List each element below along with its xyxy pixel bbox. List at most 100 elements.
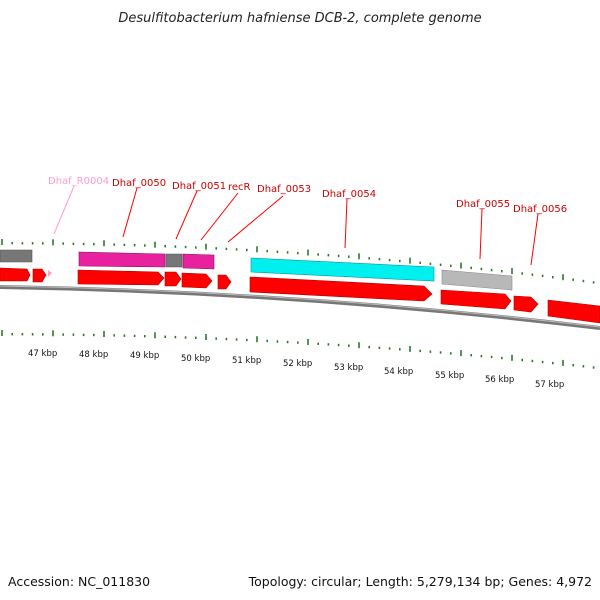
inner-tick (552, 361, 554, 365)
inner-tick (572, 364, 574, 367)
outer-tick (317, 253, 319, 256)
cds-arrow-1 (0, 267, 31, 282)
scale-label-57kbp: 57 kbp (535, 380, 564, 390)
outer-tick (286, 251, 289, 254)
outer-tick (541, 274, 544, 278)
cds-arrow-right-edge (547, 299, 600, 324)
inner-tick (521, 358, 523, 362)
inner-tick (164, 335, 166, 338)
scale-label-53kbp: 53 kbp (334, 363, 363, 373)
outer-tick (307, 249, 309, 256)
gene-label-dhaf-0053: Dhaf_0053 (257, 184, 311, 195)
scale-label-49kbp: 49 kbp (130, 351, 159, 361)
inner-tick (72, 333, 75, 336)
upper-feature-lane (0, 249, 513, 291)
inner-tick (582, 365, 585, 368)
outer-tick (42, 242, 44, 245)
outer-tick (592, 281, 595, 284)
inner-tick (531, 359, 534, 363)
cds-arrow-dhaf-0051 (164, 271, 182, 287)
map-title: Desulfitobacterium hafniense DCB-2, comp… (118, 11, 481, 26)
outer-tick (552, 276, 554, 279)
outer-tick (82, 242, 85, 246)
inner-tick (154, 332, 156, 339)
outer-tick (103, 240, 105, 247)
inner-tick (205, 334, 207, 340)
gene-label-recr: recR (228, 182, 251, 193)
gene-block-dhaf-0054 (250, 257, 435, 282)
inner-tick (490, 355, 493, 359)
inner-tick (123, 334, 126, 337)
leader-dhaf-0050 (122, 187, 138, 238)
scale-label-47kbp: 47 kbp (28, 349, 57, 359)
scale-label-54kbp: 54 kbp (384, 367, 413, 377)
outer-tick (215, 247, 217, 250)
genome-backbone-highlight (0, 285, 600, 328)
inner-tick (541, 360, 544, 364)
outer-tick (297, 251, 299, 255)
outer-tick (113, 243, 115, 246)
inner-tick (470, 354, 472, 357)
gene-label-dhaf-0051: Dhaf_0051 (172, 181, 226, 192)
gene-block-dhaf-0051 (165, 253, 183, 268)
inner-tick (358, 342, 360, 349)
gene-block-dhaf-0055 (441, 269, 513, 291)
leader-dhaf-0054 (344, 198, 348, 249)
leader-dhaf-0056 (530, 213, 539, 266)
cds-arrow-2 (32, 268, 47, 283)
inner-tick (31, 333, 34, 336)
cds-arrow-dhaf-0054 (249, 276, 433, 302)
inner-tick (256, 336, 258, 343)
outer-tick (521, 272, 523, 275)
inner-tick (378, 346, 381, 349)
inner-tick (184, 336, 187, 339)
inner-tick (317, 342, 319, 345)
gene-block-dark-gray (0, 249, 33, 263)
inner-tick (501, 356, 503, 360)
leader-dhaf-0051 (175, 190, 198, 240)
outer-tick (225, 247, 228, 251)
outer-tick (52, 239, 54, 246)
inner-tick (562, 359, 564, 366)
inner-tick-row (1, 330, 595, 369)
outer-tick (195, 246, 197, 249)
label-leaders (53, 185, 539, 266)
gene-label-dhaf-0054: Dhaf_0054 (322, 189, 376, 200)
outer-tick (501, 270, 503, 273)
accession-text: Accession: NC_011830 (8, 574, 150, 589)
cds-arrow-dhaf-0050 (77, 269, 165, 286)
outer-tick (11, 242, 13, 245)
leader-recr (200, 192, 239, 241)
inner-tick (235, 338, 238, 341)
outer-tick (470, 266, 472, 270)
scale-label-50kbp: 50 kbp (181, 354, 210, 364)
inner-tick (511, 354, 513, 361)
outer-tick (256, 246, 258, 253)
outer-tick (123, 243, 126, 247)
inner-tick (307, 339, 309, 345)
inner-tick (174, 335, 177, 339)
inner-tick (21, 333, 24, 336)
outer-tick (184, 245, 187, 249)
leader-dhaf-r0004 (53, 185, 75, 235)
inner-tick (409, 345, 411, 352)
inner-tick (368, 345, 370, 349)
outer-tick (511, 268, 513, 275)
inner-tick (195, 336, 197, 339)
inner-tick (266, 339, 268, 343)
inner-tick (460, 350, 462, 357)
inner-tick (419, 349, 421, 353)
outer-tick (72, 242, 75, 245)
gene-block-recr (182, 253, 215, 270)
inner-tick (592, 366, 595, 369)
inner-tick (225, 337, 228, 341)
inner-tick (62, 333, 64, 336)
inner-tick (11, 333, 13, 336)
inner-tick (276, 340, 279, 343)
outer-tick (235, 248, 238, 251)
inner-tick (93, 333, 95, 337)
leader-dhaf-0055 (479, 208, 483, 260)
summary-text: Topology: circular; Length: 5,279,134 bp… (248, 574, 592, 589)
outer-tick (246, 248, 248, 252)
